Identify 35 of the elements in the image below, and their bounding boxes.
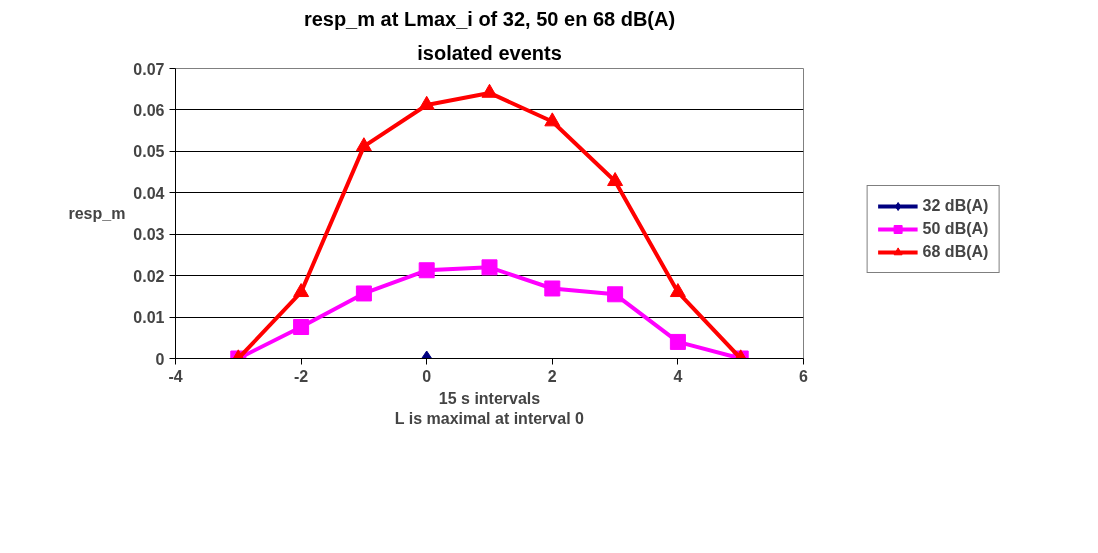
point (418, 95, 435, 110)
point (669, 283, 686, 298)
y-tick-label: 0.07 (133, 60, 165, 78)
x-tick-label: 6 (799, 367, 809, 385)
y-tick-label: 0.02 (133, 267, 165, 285)
x-axis-title: 15 s intervals L is maximal at interval 0 (394, 389, 585, 427)
point (355, 137, 372, 152)
x-tick-label: -4 (168, 367, 183, 385)
x-tick-label: -2 (293, 367, 309, 385)
point (293, 283, 310, 298)
point (544, 280, 561, 297)
point (607, 286, 624, 303)
point (418, 262, 435, 279)
x-tick-label: 4 (673, 367, 683, 385)
y-tick-label: 0 (155, 350, 165, 368)
x-tick-label: 2 (547, 367, 557, 385)
x-tick-label: 0 (422, 367, 432, 385)
legend-label: 50 dB(A) (922, 219, 989, 238)
legend-label: 32 dB(A) (922, 196, 989, 215)
point (481, 259, 498, 276)
point (544, 112, 561, 127)
y-tick-label: 0.01 (133, 309, 165, 327)
point (293, 319, 310, 336)
y-tick-label: 0.03 (133, 226, 165, 244)
point (481, 83, 498, 98)
y-tick-label: 0.06 (133, 101, 165, 119)
y-tick-label: 0.04 (133, 184, 165, 202)
point (669, 333, 686, 350)
chart-title: resp_m at Lmax_i of 32, 50 en 68 dB(A) (303, 7, 676, 30)
legend-label: 68 dB(A) (922, 242, 989, 261)
chart-subtitle: isolated events (417, 41, 562, 64)
y-axis-title: resp_m (68, 205, 126, 222)
y-tick-label: 0.05 (133, 143, 165, 161)
point (607, 172, 624, 187)
point (355, 285, 372, 302)
